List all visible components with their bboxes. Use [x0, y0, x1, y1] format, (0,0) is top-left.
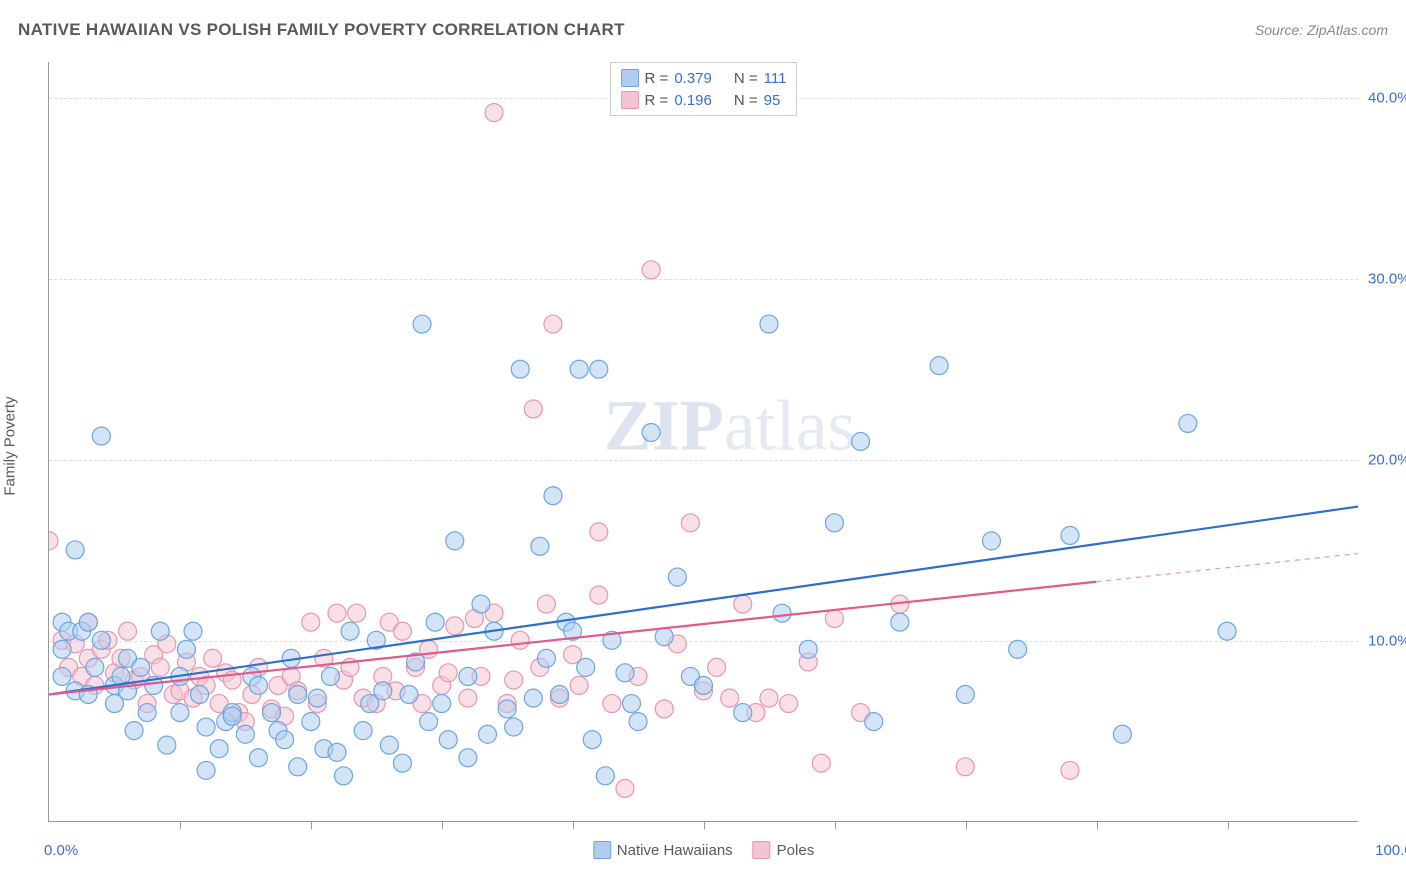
source-name: ZipAtlas.com — [1307, 22, 1388, 38]
scatter-plot — [49, 62, 1358, 821]
r-value-hawaiian: 0.379 — [674, 70, 712, 87]
x-tick — [966, 821, 967, 829]
legend-row-polish: R = 0.196 N = 95 — [621, 89, 787, 111]
r-label: R = — [645, 70, 669, 87]
legend-item-polish: Poles — [753, 841, 815, 859]
legend-swatch-polish — [753, 841, 771, 859]
legend-swatch-hawaiian — [593, 841, 611, 859]
legend-correlation: R = 0.379 N = 111 R = 0.196 N = 95 — [610, 62, 798, 116]
legend-swatch-polish — [621, 91, 639, 109]
legend-series: Native Hawaiians Poles — [593, 841, 814, 859]
source-attribution: Source: ZipAtlas.com — [1255, 22, 1388, 38]
x-axis-min-label: 0.0% — [44, 842, 78, 859]
source-prefix: Source: — [1255, 22, 1307, 38]
n-label: N = — [734, 92, 758, 109]
y-axis-label: Family Poverty — [2, 396, 19, 495]
y-tick-label: 40.0% — [1368, 90, 1406, 107]
legend-swatch-hawaiian — [621, 69, 639, 87]
x-tick — [180, 821, 181, 829]
x-tick — [704, 821, 705, 829]
legend-label-polish: Poles — [777, 842, 815, 859]
x-tick — [835, 821, 836, 829]
x-tick — [1228, 821, 1229, 829]
x-tick — [311, 821, 312, 829]
legend-label-hawaiian: Native Hawaiians — [617, 842, 733, 859]
y-tick-label: 30.0% — [1368, 271, 1406, 288]
legend-item-hawaiian: Native Hawaiians — [593, 841, 733, 859]
y-tick-label: 20.0% — [1368, 452, 1406, 469]
r-value-polish: 0.196 — [674, 92, 712, 109]
legend-row-hawaiian: R = 0.379 N = 111 — [621, 67, 787, 89]
chart-area: ZIPatlas R = 0.379 N = 111 R = 0.196 N =… — [48, 62, 1358, 822]
x-tick — [573, 821, 574, 829]
n-value-polish: 95 — [764, 92, 781, 109]
chart-title: NATIVE HAWAIIAN VS POLISH FAMILY POVERTY… — [18, 20, 625, 40]
x-tick — [1097, 821, 1098, 829]
n-value-hawaiian: 111 — [764, 70, 787, 87]
r-label: R = — [645, 92, 669, 109]
x-axis-max-label: 100.0% — [1375, 842, 1406, 859]
x-tick — [442, 821, 443, 829]
n-label: N = — [734, 70, 758, 87]
y-tick-label: 10.0% — [1368, 633, 1406, 650]
